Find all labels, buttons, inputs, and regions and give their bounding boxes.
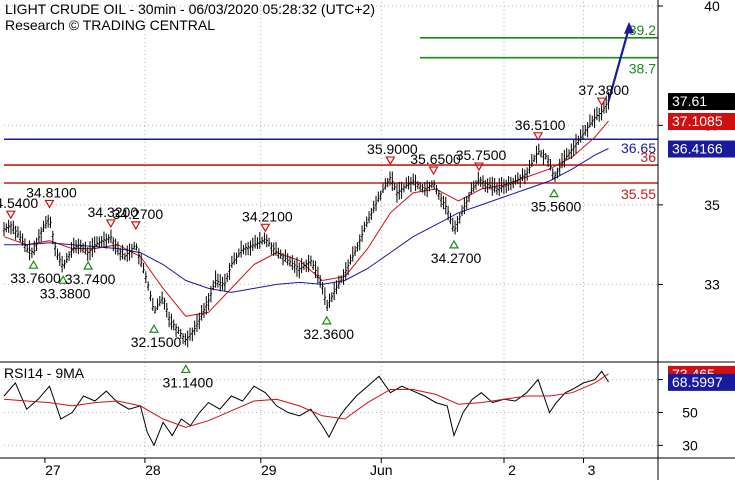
pivot-low-marker: [448, 239, 460, 249]
pivot-high-label: 36.5100: [515, 117, 566, 133]
rsi-tag-box: [668, 373, 735, 391]
pivot-high-marker: [385, 156, 396, 166]
pivot-high-marker: [105, 219, 116, 229]
price-tag-box: [668, 112, 735, 130]
pivot-low-label: 32.3600: [303, 326, 354, 342]
pivot-high-marker: [533, 132, 544, 142]
pivot-high-marker: [130, 221, 141, 231]
forecast-arrow: [607, 27, 631, 102]
price-tick-label: 40: [704, 0, 720, 14]
pivot-low-label: 33.3800: [40, 285, 91, 301]
rsi-tag-label: 68.5997: [672, 374, 723, 390]
pivot-high-label: 34.8100: [26, 184, 77, 200]
grid: [4, 2, 658, 458]
price-tag-label: 36.4166: [672, 141, 723, 157]
x-tick-label: 2: [508, 462, 516, 478]
price-tag-box: [668, 140, 735, 158]
pivot-high-marker: [428, 166, 439, 176]
pivot-high-label: 34.2100: [242, 208, 293, 224]
price-tick-label: 35: [704, 197, 720, 213]
x-tick-label: Jun: [370, 462, 393, 478]
rsi-tick-label: 30: [682, 437, 698, 453]
pivot-low-label: 32.1500: [131, 334, 182, 350]
price-tick-label: 33: [704, 276, 720, 292]
pivot-high-label: 35.9000: [367, 141, 418, 157]
pivot-low-marker: [83, 260, 94, 270]
pivot-low-marker: [28, 259, 39, 269]
pivot-low-marker: [548, 188, 560, 198]
pivot-high-label: 34.2700: [113, 206, 164, 222]
level-label: 36: [640, 149, 656, 165]
pivot-low-label: 31.1400: [163, 374, 214, 390]
pivot-high-label: 35.6500: [410, 151, 461, 167]
forecast-arrowhead: [624, 21, 634, 34]
price-tag-box: [668, 93, 735, 111]
pivot-low-marker: [58, 275, 69, 284]
x-tick-label: 29: [261, 462, 277, 478]
pivot-low-marker: [148, 324, 160, 333]
rsi-tick-label: 50: [682, 404, 698, 420]
level-label: 38.7: [629, 61, 656, 77]
pivot-low-label: 34.2700: [431, 250, 482, 266]
pivot-high-label: 35.7500: [456, 147, 507, 163]
pivot-low-label: 33.7400: [65, 271, 116, 287]
chart-source: Research © TRADING CENTRAL: [5, 17, 215, 33]
pivot-high-marker: [44, 199, 55, 209]
level-label: 35.55: [621, 186, 656, 202]
pivot-low-marker: [180, 364, 191, 374]
x-tick-label: 27: [45, 462, 61, 478]
chart-title: LIGHT CRUDE OIL - 30min - 06/03/2020 05:…: [5, 1, 375, 17]
pivot-high-marker: [596, 97, 607, 107]
x-tick-label: 28: [145, 462, 161, 478]
level-label: 39.2: [629, 22, 656, 38]
pivot-high-marker: [473, 162, 485, 172]
pivot-low-label: 33.7600: [10, 270, 61, 286]
price-tag-label: 37.1085: [672, 113, 723, 129]
pivot-high-marker: [5, 210, 16, 220]
price-tag-label: 37.61: [672, 93, 707, 109]
x-tick-label: 3: [588, 462, 596, 478]
rsi-title: RSI14 - 9MA: [4, 365, 85, 381]
pivot-low-marker: [321, 315, 332, 325]
pivot-high-label: 34.5400: [0, 195, 38, 211]
level-label: 36.65: [621, 140, 656, 156]
pivot-high-label: 34.3200: [88, 204, 139, 220]
pivot-high-marker: [260, 223, 271, 233]
rsi-ma-line: [3, 373, 609, 428]
pivot-high-label: 37.3800: [578, 82, 629, 98]
pivot-low-label: 35.5600: [531, 199, 582, 215]
rsi-panel: RSI14 - 9MA: [3, 365, 609, 447]
